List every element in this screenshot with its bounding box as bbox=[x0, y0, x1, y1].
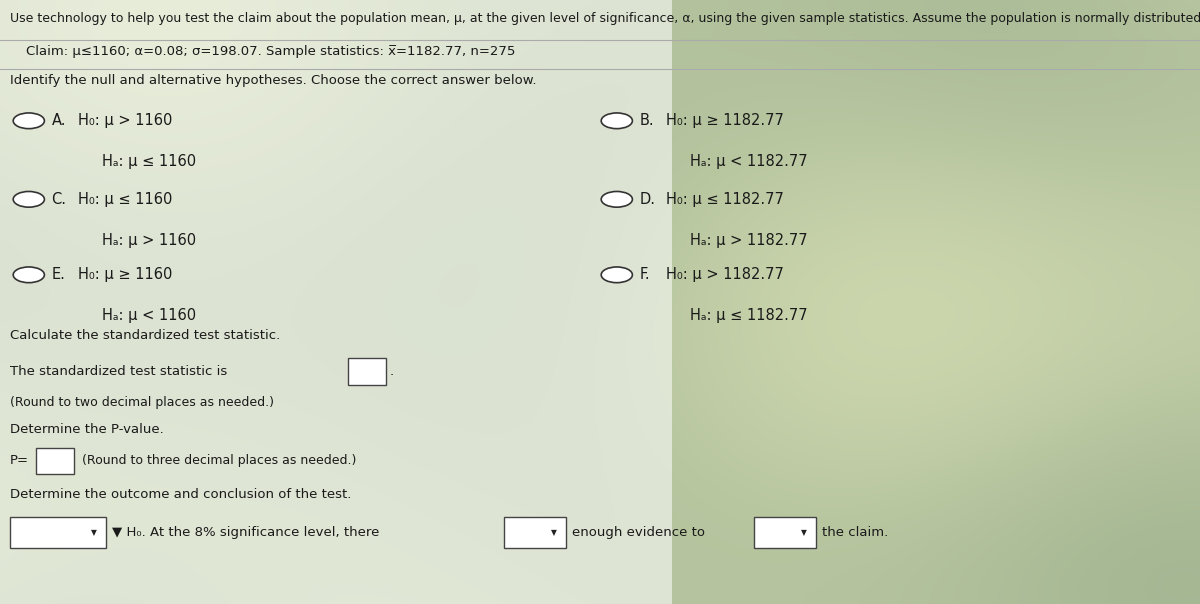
Text: Hₐ: μ > 1182.77: Hₐ: μ > 1182.77 bbox=[690, 233, 808, 248]
FancyBboxPatch shape bbox=[754, 517, 816, 548]
Text: Calculate the standardized test statistic.: Calculate the standardized test statisti… bbox=[10, 329, 280, 342]
Text: H₀: μ ≥ 1160: H₀: μ ≥ 1160 bbox=[78, 268, 173, 282]
Text: H₀: μ ≤ 1182.77: H₀: μ ≤ 1182.77 bbox=[666, 192, 784, 207]
Text: Claim: μ≤1160; α=0.08; σ=198.07. Sample statistics: x̅=1182.77, n=275: Claim: μ≤1160; α=0.08; σ=198.07. Sample … bbox=[26, 45, 516, 59]
Text: The standardized test statistic is: The standardized test statistic is bbox=[10, 365, 232, 378]
FancyBboxPatch shape bbox=[504, 517, 566, 548]
Text: the claim.: the claim. bbox=[822, 526, 888, 539]
FancyBboxPatch shape bbox=[10, 517, 106, 548]
Text: H₀: μ > 1160: H₀: μ > 1160 bbox=[78, 114, 173, 128]
Circle shape bbox=[13, 191, 44, 207]
Text: F.: F. bbox=[640, 268, 650, 282]
Text: H₀: μ ≥ 1182.77: H₀: μ ≥ 1182.77 bbox=[666, 114, 784, 128]
Text: ▼: ▼ bbox=[552, 528, 557, 537]
Circle shape bbox=[601, 191, 632, 207]
Text: H₀: μ ≤ 1160: H₀: μ ≤ 1160 bbox=[78, 192, 173, 207]
Text: ▼ H₀. At the 8% significance level, there: ▼ H₀. At the 8% significance level, ther… bbox=[112, 526, 379, 539]
Text: (Round to three decimal places as needed.): (Round to three decimal places as needed… bbox=[82, 454, 356, 467]
FancyBboxPatch shape bbox=[36, 448, 74, 474]
Text: Hₐ: μ ≤ 1160: Hₐ: μ ≤ 1160 bbox=[102, 155, 196, 169]
Text: ▼: ▼ bbox=[91, 528, 96, 537]
Text: (Round to two decimal places as needed.): (Round to two decimal places as needed.) bbox=[10, 396, 274, 409]
Text: E.: E. bbox=[52, 268, 66, 282]
Text: Hₐ: μ < 1160: Hₐ: μ < 1160 bbox=[102, 309, 196, 323]
Circle shape bbox=[13, 267, 44, 283]
Text: Use technology to help you test the claim about the population mean, μ, at the g: Use technology to help you test the clai… bbox=[10, 12, 1200, 25]
Text: enough evidence to: enough evidence to bbox=[572, 526, 706, 539]
Text: Hₐ: μ > 1160: Hₐ: μ > 1160 bbox=[102, 233, 196, 248]
Circle shape bbox=[13, 113, 44, 129]
Text: Hₐ: μ ≤ 1182.77: Hₐ: μ ≤ 1182.77 bbox=[690, 309, 808, 323]
Text: Determine the outcome and conclusion of the test.: Determine the outcome and conclusion of … bbox=[10, 488, 350, 501]
Text: Determine the P-value.: Determine the P-value. bbox=[10, 423, 163, 436]
Text: ▼: ▼ bbox=[802, 528, 806, 537]
Text: P=: P= bbox=[10, 454, 29, 467]
Text: B.: B. bbox=[640, 114, 654, 128]
Text: Hₐ: μ < 1182.77: Hₐ: μ < 1182.77 bbox=[690, 155, 808, 169]
Text: H₀: μ > 1182.77: H₀: μ > 1182.77 bbox=[666, 268, 784, 282]
Text: A.: A. bbox=[52, 114, 66, 128]
Text: .: . bbox=[390, 365, 394, 378]
Circle shape bbox=[601, 113, 632, 129]
Text: C.: C. bbox=[52, 192, 67, 207]
Text: D.: D. bbox=[640, 192, 655, 207]
Text: Identify the null and alternative hypotheses. Choose the correct answer below.: Identify the null and alternative hypoth… bbox=[10, 74, 536, 88]
FancyBboxPatch shape bbox=[0, 0, 672, 604]
Circle shape bbox=[601, 267, 632, 283]
FancyBboxPatch shape bbox=[348, 358, 386, 385]
